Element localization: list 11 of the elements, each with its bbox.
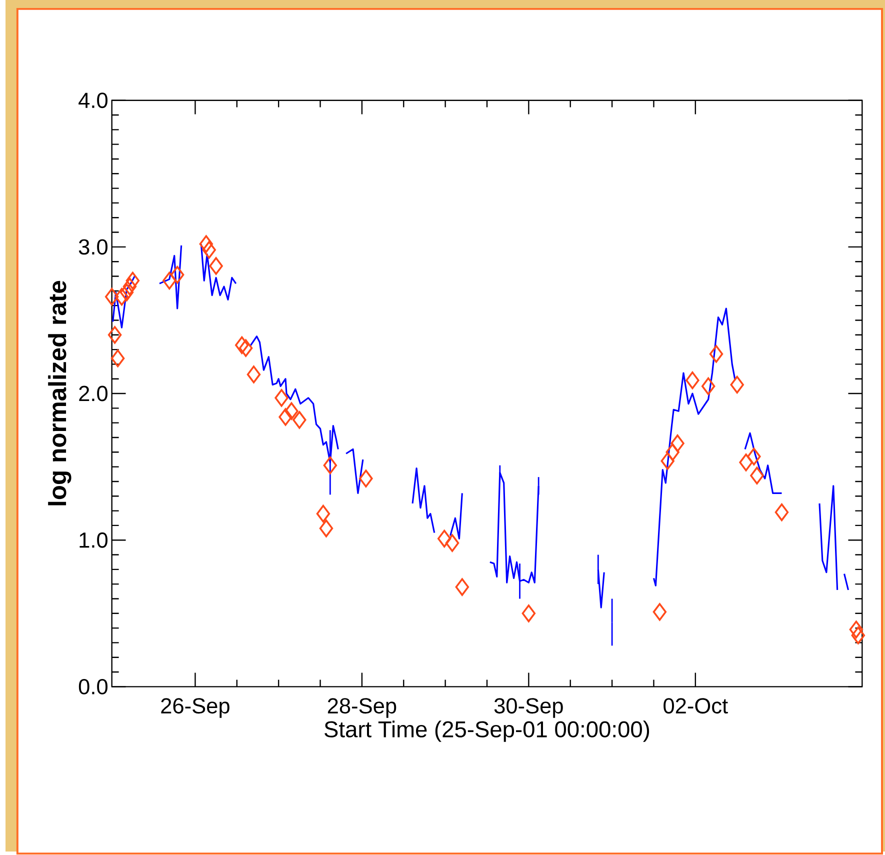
x-tick-label: 02-Oct [664,698,728,714]
x-tick-label: 26-Sep [161,698,230,718]
x-tick-label: 30-Sep [494,698,563,718]
y-axis-title: log normalized rate [48,281,72,506]
y-tick-label: 3.0 [78,239,108,255]
y-tick-label: 2.0 [79,386,108,402]
x-axis-title: Start Time (25-Sep-01 00:00:00) [324,720,650,742]
x-tick-label: 28-Sep [328,698,396,718]
y-tick-label: 1.0 [80,532,108,548]
y-tick-label: 0.0 [78,679,108,695]
y-tick-label: 4.0 [78,92,108,108]
